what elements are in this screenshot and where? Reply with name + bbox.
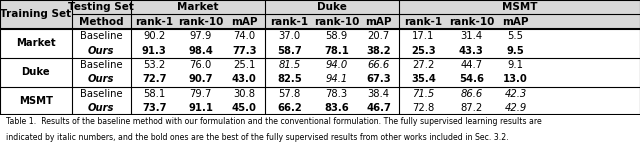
Text: Baseline: Baseline — [80, 60, 122, 70]
Text: rank-1: rank-1 — [271, 17, 308, 27]
Text: 66.6: 66.6 — [367, 60, 390, 70]
Text: 38.4: 38.4 — [367, 89, 390, 99]
Text: 53.2: 53.2 — [143, 60, 165, 70]
Text: mAP: mAP — [502, 17, 529, 27]
Text: Testing Set: Testing Set — [68, 2, 134, 12]
Text: 43.3: 43.3 — [459, 45, 484, 56]
Text: 46.7: 46.7 — [366, 103, 391, 113]
Text: 13.0: 13.0 — [503, 74, 528, 84]
Text: Market: Market — [16, 38, 56, 48]
Text: 81.5: 81.5 — [278, 60, 301, 70]
Text: Ours: Ours — [88, 103, 115, 113]
Text: 57.8: 57.8 — [278, 89, 301, 99]
Text: 76.0: 76.0 — [189, 60, 212, 70]
Text: 5.5: 5.5 — [508, 31, 524, 41]
Text: 90.7: 90.7 — [188, 74, 213, 84]
Text: 72.8: 72.8 — [412, 103, 435, 113]
Text: Baseline: Baseline — [80, 89, 122, 99]
Text: 37.0: 37.0 — [278, 31, 301, 41]
Text: indicated by italic numbers, and the bold ones are the best of the fully supervi: indicated by italic numbers, and the bol… — [6, 133, 509, 142]
Text: 77.3: 77.3 — [232, 45, 257, 56]
Text: 45.0: 45.0 — [232, 103, 257, 113]
Text: 20.7: 20.7 — [367, 31, 390, 41]
Text: Duke: Duke — [22, 67, 50, 77]
Text: 58.1: 58.1 — [143, 89, 165, 99]
Text: 86.6: 86.6 — [460, 89, 483, 99]
Text: rank-10: rank-10 — [449, 17, 494, 27]
Text: mAP: mAP — [365, 17, 392, 27]
Text: 17.1: 17.1 — [412, 31, 435, 41]
Text: MSMT: MSMT — [19, 96, 53, 106]
Text: 91.3: 91.3 — [142, 45, 166, 56]
Text: 91.1: 91.1 — [188, 103, 213, 113]
Text: Training Set: Training Set — [0, 9, 72, 19]
Text: Method: Method — [79, 17, 124, 27]
Text: 66.2: 66.2 — [277, 103, 302, 113]
Text: 83.6: 83.6 — [324, 103, 349, 113]
Text: 79.7: 79.7 — [189, 89, 212, 99]
Text: 30.8: 30.8 — [233, 89, 255, 99]
Text: 71.5: 71.5 — [412, 89, 435, 99]
Text: rank-10: rank-10 — [178, 17, 223, 27]
Text: Ours: Ours — [88, 45, 115, 56]
Text: 9.5: 9.5 — [507, 45, 524, 56]
Text: 44.7: 44.7 — [460, 60, 483, 70]
Text: 42.3: 42.3 — [504, 89, 527, 99]
Text: 78.1: 78.1 — [324, 45, 349, 56]
Text: Baseline: Baseline — [80, 31, 122, 41]
Text: 74.0: 74.0 — [233, 31, 255, 41]
Text: 58.7: 58.7 — [277, 45, 302, 56]
Text: 90.2: 90.2 — [143, 31, 165, 41]
Text: 97.9: 97.9 — [189, 31, 212, 41]
Text: 31.4: 31.4 — [460, 31, 483, 41]
Text: mAP: mAP — [231, 17, 257, 27]
Text: Table 1.  Results of the baseline method with our formulation and the convention: Table 1. Results of the baseline method … — [6, 117, 542, 126]
Text: rank-1: rank-1 — [135, 17, 173, 27]
Text: 67.3: 67.3 — [366, 74, 391, 84]
Text: 9.1: 9.1 — [508, 60, 524, 70]
Text: 27.2: 27.2 — [412, 60, 435, 70]
Text: 98.4: 98.4 — [188, 45, 213, 56]
Text: 94.0: 94.0 — [325, 60, 348, 70]
Text: Ours: Ours — [88, 74, 115, 84]
Text: 25.3: 25.3 — [411, 45, 436, 56]
Text: 58.9: 58.9 — [325, 31, 348, 41]
Text: rank-1: rank-1 — [404, 17, 442, 27]
Text: 38.2: 38.2 — [366, 45, 391, 56]
Text: 25.1: 25.1 — [233, 60, 255, 70]
Text: 78.3: 78.3 — [325, 89, 348, 99]
Text: rank-10: rank-10 — [314, 17, 359, 27]
Text: 42.9: 42.9 — [504, 103, 527, 113]
Text: 54.6: 54.6 — [459, 74, 484, 84]
Text: 73.7: 73.7 — [142, 103, 166, 113]
Text: 87.2: 87.2 — [460, 103, 483, 113]
Text: 72.7: 72.7 — [142, 74, 166, 84]
Text: Market: Market — [177, 2, 218, 12]
Text: 82.5: 82.5 — [277, 74, 302, 84]
Text: Duke: Duke — [317, 2, 347, 12]
Text: 35.4: 35.4 — [411, 74, 436, 84]
Text: 94.1: 94.1 — [325, 74, 348, 84]
Text: 43.0: 43.0 — [232, 74, 257, 84]
Bar — [0, 0, 640, 29]
Text: MSMT: MSMT — [502, 2, 537, 12]
